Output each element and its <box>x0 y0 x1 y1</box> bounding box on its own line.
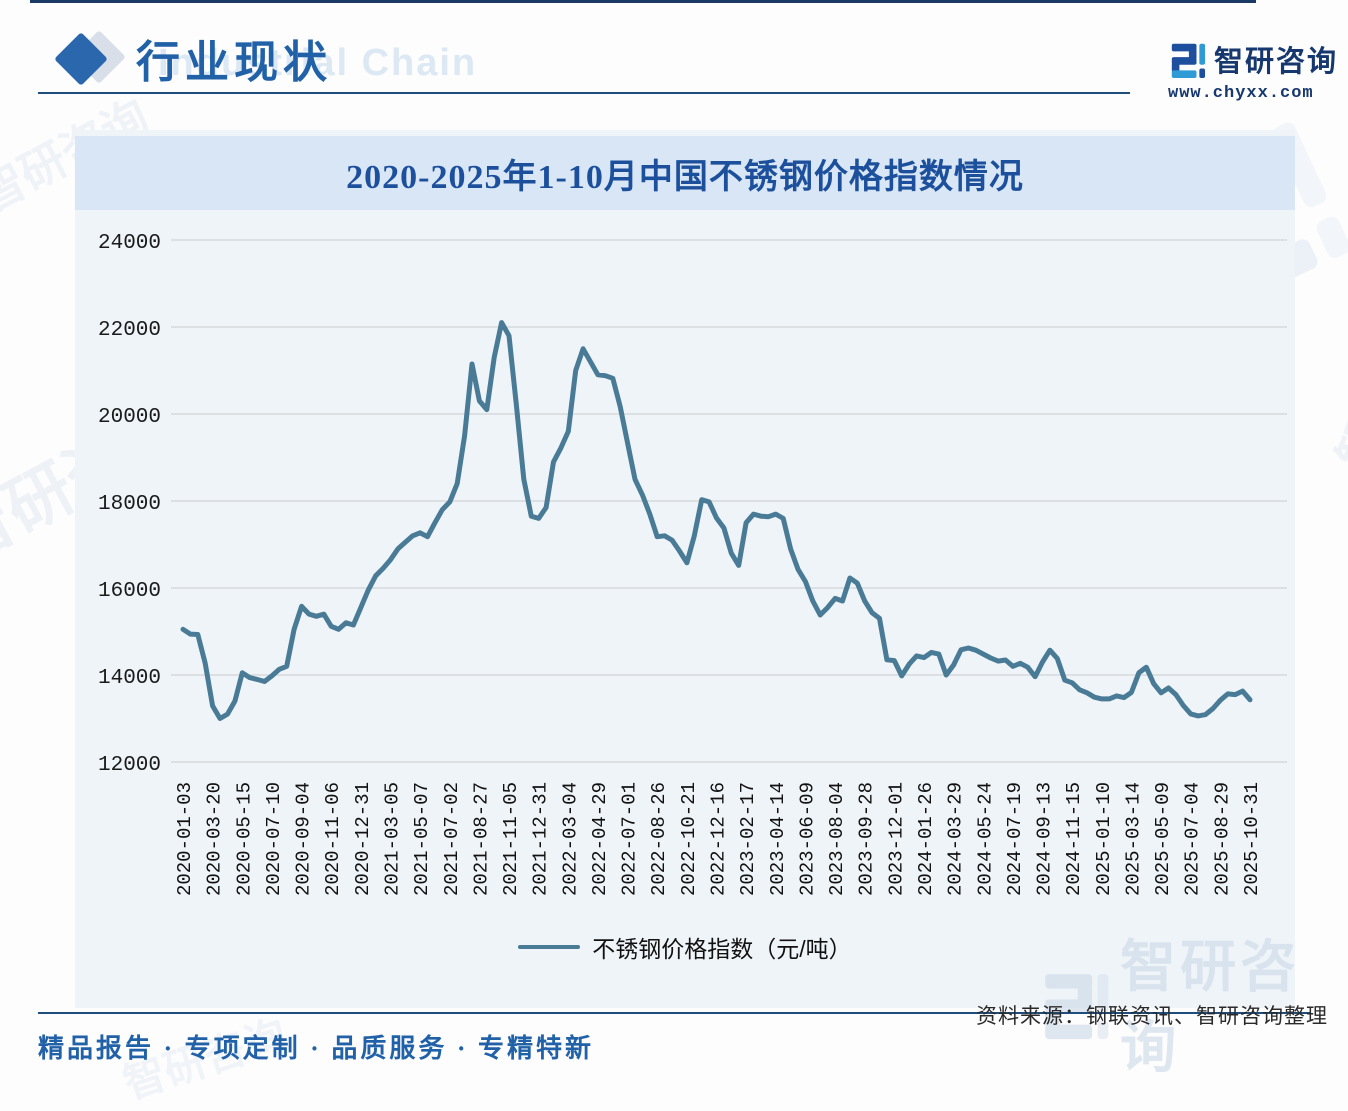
x-tick-label: 2023-08-04 <box>826 782 848 896</box>
x-tick-label: 2025-10-31 <box>1241 782 1263 896</box>
x-tick-label: 2025-08-29 <box>1211 782 1233 896</box>
brand-block: 智研咨询 www.chyxx.com <box>1168 38 1338 103</box>
x-tick-label: 2022-04-29 <box>589 782 611 896</box>
x-tick-label: 2022-10-21 <box>678 782 700 896</box>
y-tick-label: 20000 <box>98 406 161 429</box>
section-diamond-icon <box>54 30 126 90</box>
section-title: 行业现状 <box>136 38 332 87</box>
brand-name: 智研咨询 <box>1214 46 1339 78</box>
x-tick-label: 2025-05-09 <box>1152 782 1174 896</box>
x-tick-label: 2025-03-14 <box>1122 782 1144 896</box>
y-tick-label: 16000 <box>98 580 161 603</box>
x-tick-label: 2023-06-09 <box>796 782 818 896</box>
x-tick-label: 2021-03-05 <box>381 782 403 896</box>
x-tick-label: 2022-07-01 <box>619 782 641 896</box>
chart-title-band: 2020-2025年1-10月中国不锈钢价格指数情况 <box>75 136 1295 210</box>
y-tick-label: 14000 <box>98 667 161 690</box>
x-tick-label: 2020-09-04 <box>293 782 315 896</box>
y-tick-label: 22000 <box>98 319 161 342</box>
x-tick-label: 2020-05-15 <box>233 782 255 896</box>
price-line <box>180 320 1253 721</box>
x-tick-label: 2024-05-24 <box>974 782 996 896</box>
brand-url: www.chyxx.com <box>1168 84 1314 103</box>
x-tick-label: 2021-05-07 <box>411 782 433 896</box>
legend-label: 不锈钢价格指数（元/吨） <box>592 936 852 962</box>
top-border-line <box>30 0 1256 3</box>
x-tick-label: 2022-12-16 <box>708 782 730 896</box>
chart-title: 2020-2025年1-10月中国不锈钢价格指数情况 <box>346 158 1024 196</box>
x-tick-label: 2020-07-10 <box>263 782 285 896</box>
x-tick-label: 2021-12-31 <box>530 782 552 896</box>
x-tick-label: 2022-03-04 <box>559 782 581 896</box>
header-divider <box>38 92 1130 94</box>
x-tick-label: 2023-09-28 <box>856 782 878 896</box>
x-tick-label: 2020-12-31 <box>352 782 374 896</box>
x-tick-label: 2024-01-26 <box>915 782 937 896</box>
x-tick-label: 2023-12-01 <box>885 782 907 896</box>
x-tick-label: 2020-11-06 <box>322 782 344 896</box>
x-tick-label: 2021-08-27 <box>470 782 492 896</box>
brand-logo-icon <box>1171 43 1206 78</box>
x-tick-label: 2023-02-17 <box>737 782 759 896</box>
y-tick-label: 24000 <box>98 232 161 255</box>
legend-line-marker <box>518 945 581 949</box>
x-tick-label: 2020-03-20 <box>204 782 226 896</box>
x-tick-label: 2020-01-03 <box>174 782 196 896</box>
x-tick-label: 2025-01-10 <box>1093 782 1115 896</box>
bottom-right-watermark: 智研咨询 <box>1038 922 1348 1084</box>
x-tick-label: 2022-08-26 <box>648 782 670 896</box>
data-source-note: 资料来源：钢联资讯、智研咨询整理 <box>976 1005 1328 1028</box>
legend: 不锈钢价格指数（元/吨） <box>75 930 1295 964</box>
y-tick-label: 18000 <box>98 493 161 516</box>
footer-slogan: 精品报告 · 专项定制 · 品质服务 · 专精特新 <box>38 1034 595 1063</box>
footer-divider <box>38 1012 1310 1014</box>
x-tick-label: 2024-09-13 <box>1034 782 1056 896</box>
price-chart: 24000 22000 20000 18000 16000 14000 12000 2020-… <box>98 232 1287 896</box>
x-tick-label: 2024-11-15 <box>1063 782 1085 896</box>
x-tick-label: 2021-07-02 <box>441 782 463 896</box>
x-tick-label: 2024-07-19 <box>1004 782 1026 896</box>
x-tick-label: 2023-04-14 <box>767 782 789 896</box>
watermark-text: 智研咨询 <box>1328 261 1348 478</box>
y-tick-label: 12000 <box>98 754 161 777</box>
watermark-brand-text: 智研咨询 <box>1120 937 1301 1080</box>
x-tick-label: 2025-07-04 <box>1182 782 1204 896</box>
chart-panel: 2020-2025年1-10月中国不锈钢价格指数情况 24000 22000 200… <box>75 130 1295 1008</box>
x-tick-label: 2024-03-29 <box>945 782 967 896</box>
header-watermark-text: Industrial Chain <box>158 42 478 84</box>
x-tick-label: 2021-11-05 <box>500 782 522 896</box>
